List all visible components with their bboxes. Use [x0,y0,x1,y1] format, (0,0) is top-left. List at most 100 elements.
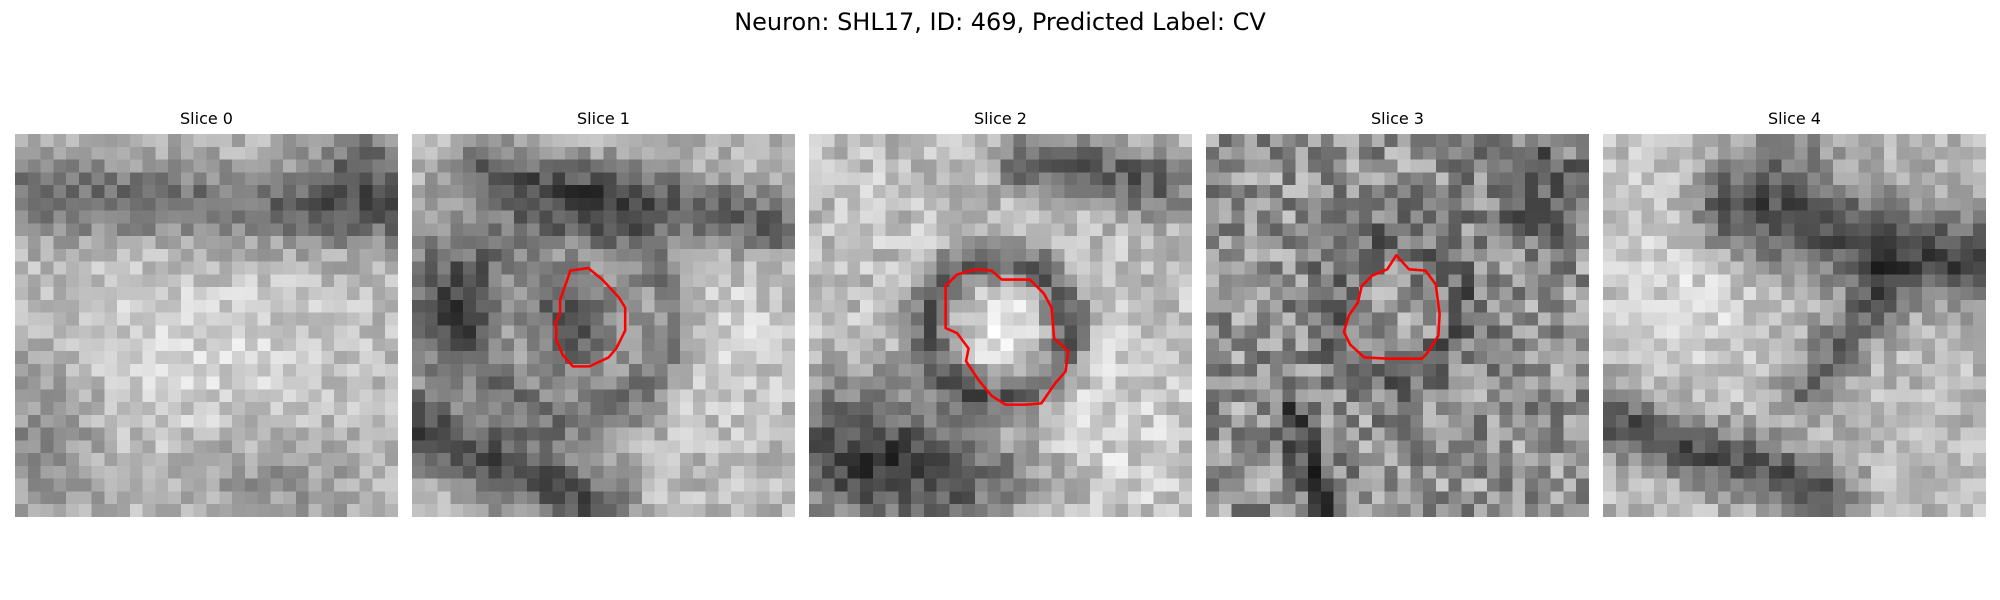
pixel [1115,402,1129,416]
pixel [463,210,477,224]
pixel [577,414,591,428]
pixel [552,465,566,479]
pixel [321,248,335,262]
pixel [1038,223,1052,237]
pixel [424,338,438,352]
pixel [270,363,284,377]
pixel [1359,414,1373,428]
pixel [1641,172,1655,186]
pixel [27,453,41,467]
pixel [641,504,655,517]
pixel [40,197,54,211]
pixel [1423,453,1437,467]
pixel [1973,491,1986,505]
pixel [539,453,553,467]
pixel [295,134,309,148]
pixel [450,159,464,173]
pixel [1102,159,1116,173]
pixel [949,363,963,377]
pixel [680,197,694,211]
pixel [91,274,105,288]
pixel [424,146,438,160]
pixel [1371,402,1385,416]
pixel [142,159,156,173]
pixel [923,261,937,275]
pixel [1692,414,1706,428]
pixel [1717,287,1731,301]
pixel [53,236,67,250]
pixel [1486,146,1500,160]
pixel [923,146,937,160]
pixel [1269,351,1283,365]
pixel [1218,223,1232,237]
pixel [1628,134,1642,148]
pixel [1960,402,1974,416]
pixel [1717,261,1731,275]
pixel [91,210,105,224]
pixel [1153,402,1167,416]
pixel [1308,274,1322,288]
pixel [91,491,105,505]
pixel [142,325,156,339]
pixel [1410,236,1424,250]
pixel [705,427,719,441]
pixel [936,172,950,186]
pixel [1781,491,1795,505]
pixel [949,440,963,454]
pixel [193,248,207,262]
pixel [1000,274,1014,288]
pixel [1705,210,1719,224]
pixel [641,491,655,505]
pixel [1781,478,1795,492]
pixel [629,236,643,250]
pixel [1666,376,1680,390]
pixel [488,414,502,428]
pixel [232,504,246,517]
pixel [1576,210,1589,224]
pixel [743,414,757,428]
pixel [1512,185,1526,199]
pixel [654,440,668,454]
pixel [27,325,41,339]
pixel [1077,478,1091,492]
pixel [321,223,335,237]
pixel [15,453,29,467]
pixel [450,274,464,288]
pixel [1883,248,1897,262]
pixel [1858,312,1872,326]
pixel [1550,491,1564,505]
pixel [1666,440,1680,454]
pixel [911,338,925,352]
pixel [1858,414,1872,428]
pixel [1115,134,1129,148]
pixel [1051,261,1065,275]
pixel [680,274,694,288]
pixel [847,325,861,339]
pixel [1000,287,1014,301]
pixel [244,414,258,428]
pixel [1768,287,1782,301]
pixel [1692,376,1706,390]
pixel [1743,453,1757,467]
pixel [1615,427,1629,441]
pixel [1206,351,1220,365]
pixel [1603,197,1617,211]
pixel [1576,325,1589,339]
pixel [1576,427,1589,441]
pixel [1794,478,1808,492]
pixel [1371,427,1385,441]
pixel [219,491,233,505]
pixel [718,363,732,377]
pixel [1423,185,1437,199]
pixel [1102,440,1116,454]
pixel [1102,389,1116,403]
pixel [117,287,131,301]
pixel [949,414,963,428]
pixel [1730,185,1744,199]
pixel [1537,402,1551,416]
pixel [1563,287,1577,301]
pixel [1346,210,1360,224]
pixel [514,351,528,365]
pixel [78,414,92,428]
pixel [1934,363,1948,377]
